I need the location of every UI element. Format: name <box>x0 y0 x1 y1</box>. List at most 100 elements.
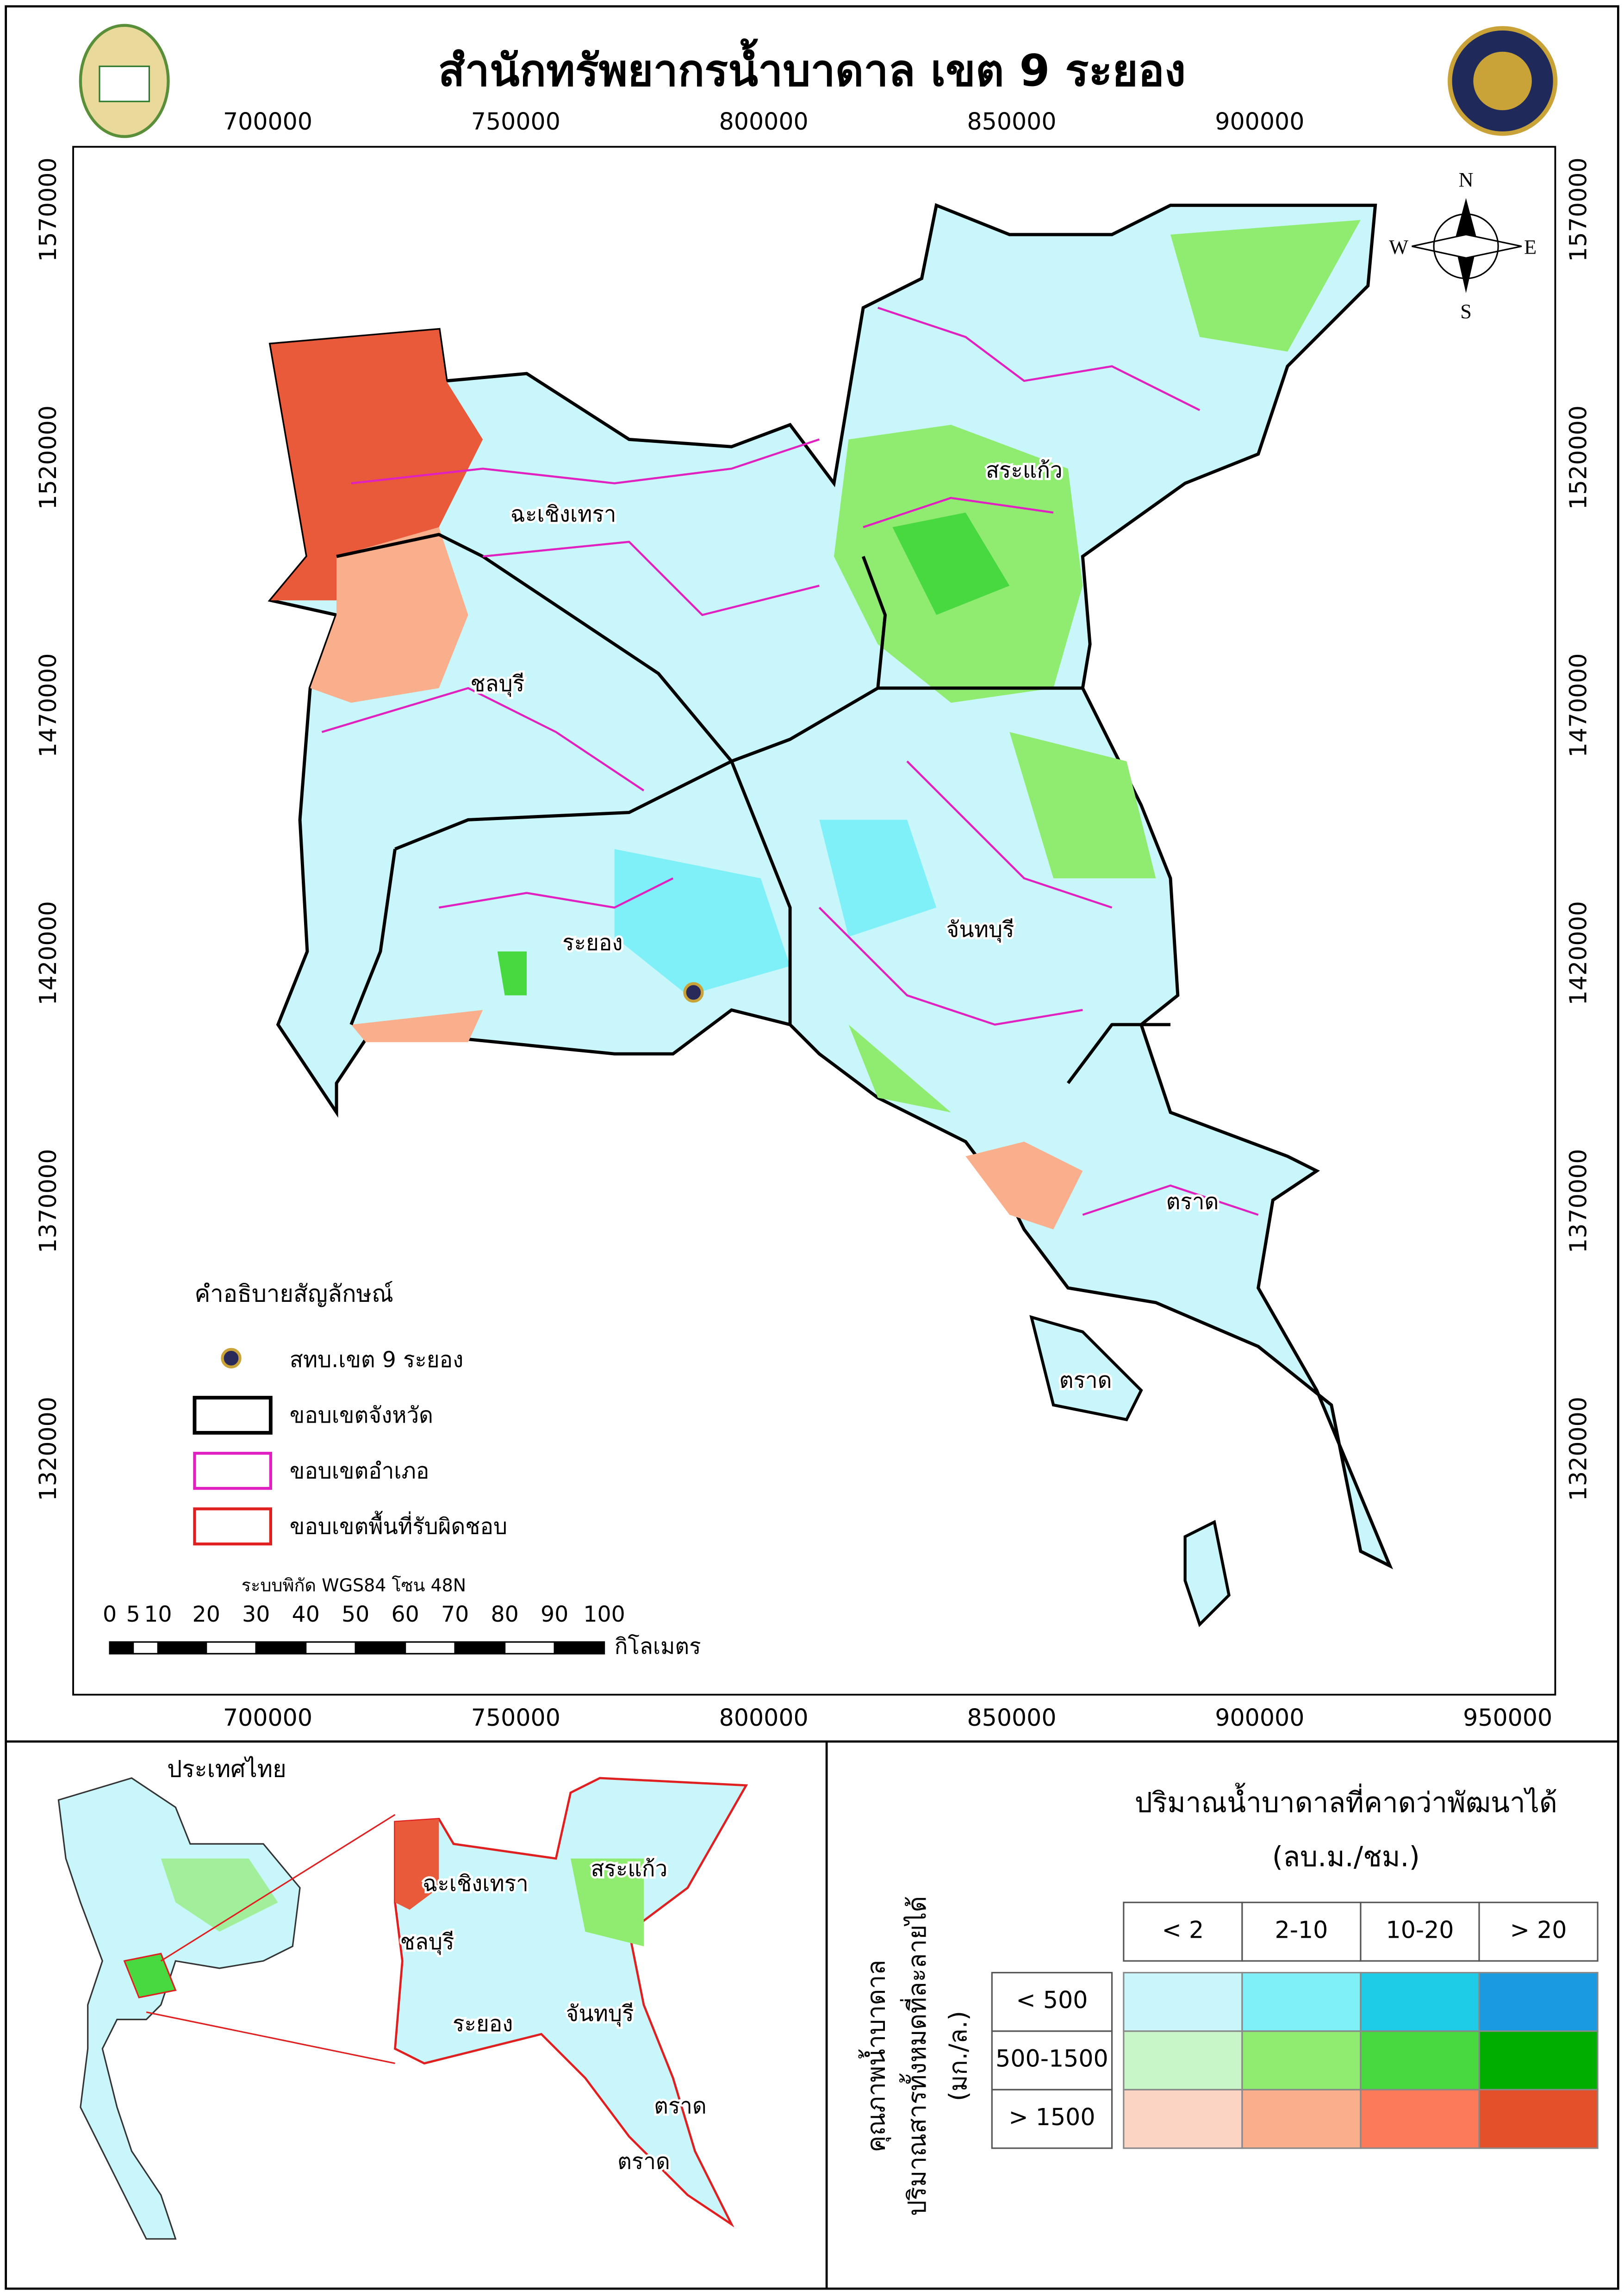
inset-highlight <box>123 1953 177 1999</box>
y-tick-label: 1370000 <box>34 1149 62 1253</box>
legend-symbol <box>221 1348 242 1368</box>
compass-n: N <box>1459 168 1474 191</box>
y-tick-label: 1320000 <box>1565 1397 1592 1501</box>
inset-region <box>394 1777 748 2228</box>
matrix-cell <box>1360 2089 1480 2149</box>
inset-label: สระแก้ว <box>591 1856 667 1882</box>
scale-segment <box>305 1641 356 1654</box>
column-label: 2-10 <box>1275 1916 1328 1943</box>
inset-connector <box>146 2011 395 2064</box>
matrix-cell <box>1123 2089 1243 2149</box>
legend-symbol <box>193 1507 272 1546</box>
province-label: สระแก้ว <box>986 458 1063 483</box>
compass-w: W <box>1389 236 1408 259</box>
amphoe-boundary <box>482 541 820 616</box>
province-label: ตราด <box>1059 1368 1112 1393</box>
green-area <box>834 220 1361 1113</box>
legend-symbol <box>193 1396 273 1435</box>
legend-item: ขอบเขตจังหวัด <box>290 1403 433 1428</box>
scale-label: 0 <box>103 1602 117 1627</box>
region-fill <box>268 203 1394 1569</box>
inset-label: ฉะเชิงเทรา <box>423 1871 529 1897</box>
x-tick-label: 850000 <box>967 1704 1056 1731</box>
province-label: ฉะเชิงเทรา <box>510 502 616 527</box>
legend: คำอธิบายสัญลักษณ์ สทบ.เขต 9 ระยอง ขอบเขต… <box>193 1280 507 1546</box>
amphoe-boundary <box>321 687 645 791</box>
high-tds-area <box>270 330 483 601</box>
x-tick-label: 950000 <box>1463 1704 1552 1731</box>
amphoe-boundary <box>906 760 1113 909</box>
x-tick-label: 750000 <box>471 1704 560 1731</box>
matrix-cell <box>1123 2030 1243 2090</box>
scale-unit: กิโลเมตร <box>615 1634 701 1660</box>
inset-label: จันทบุรี <box>566 2001 634 2027</box>
scale-label: 20 <box>193 1602 220 1627</box>
scale-bar: 0 5 10 20 30 40 50 60 70 80 90 100 <box>103 1602 625 1654</box>
inset-green <box>570 1858 644 1947</box>
amphoe-boundary <box>1082 1184 1259 1216</box>
scale-segment <box>355 1641 406 1654</box>
y-tick-label: 1420000 <box>34 901 62 1005</box>
inset-map <box>57 1777 748 2240</box>
legend-item: ขอบเขตพื้นที่รับผิดชอบ <box>290 1511 507 1539</box>
y-tick-label: 1570000 <box>1565 157 1592 261</box>
salty-area <box>310 527 1083 1230</box>
legend-item: สทบ.เขต 9 ระยอง <box>290 1347 463 1373</box>
island <box>1029 1315 1231 1627</box>
scale-label: 10 <box>144 1602 172 1627</box>
inset-label: ชลบุรี <box>400 1929 454 1955</box>
row-title: (มก./ล.) <box>943 2011 972 2101</box>
matrix-cell <box>1241 1972 1362 2032</box>
row-title: คุณภาพน้ำบาดาล <box>858 1960 891 2152</box>
matrix-row-title: คุณภาพน้ำบาดาล ปริมาณสารทั้งหมดที่ละลายไ… <box>858 1896 972 2216</box>
matrix-cell <box>1478 1972 1599 2032</box>
y-tick-label: 1570000 <box>34 157 62 261</box>
row-label: > 1500 <box>1008 2103 1095 2131</box>
scale-segment <box>255 1641 307 1654</box>
amphoe-boundary <box>863 497 1054 529</box>
y-tick-label: 1420000 <box>1565 901 1592 1005</box>
scale-label: 60 <box>392 1602 419 1627</box>
column-header-cell <box>1241 1902 1362 1962</box>
x-tick-label: 850000 <box>967 108 1056 135</box>
province-boundary <box>730 738 792 1025</box>
scale-segment <box>554 1641 605 1654</box>
column-header-cell <box>1478 1902 1599 1962</box>
title: สำนักทรัพยากรน้ำบาดาล เขต 9 ระยอง <box>438 38 1186 96</box>
matrix-title: ปริมาณน้ำบาดาลที่คาดว่าพัฒนาได้ <box>1135 1782 1557 1819</box>
matrix: < 2 2-10 10-20 > 20 < 500 500-1500 > 1500 <box>991 1902 1599 2149</box>
province-label: ระยอง <box>562 930 622 956</box>
scale-segment <box>404 1641 456 1654</box>
matrix-cell <box>1123 1972 1243 2032</box>
matrix-unit: (ลบ.ม./ชม.) <box>1272 1841 1420 1873</box>
inset-title: ประเทศไทย <box>167 1755 286 1783</box>
row-header-cell <box>991 2030 1113 2090</box>
scale-segment <box>454 1641 506 1654</box>
green-dark <box>497 512 1010 995</box>
y-tick-label: 1520000 <box>34 405 62 510</box>
province-boundary <box>1066 1023 1171 1084</box>
row-label: 500-1500 <box>996 2045 1108 2072</box>
x-tick-label: 900000 <box>1215 1704 1304 1731</box>
matrix-cell <box>1241 2030 1362 2090</box>
amphoe-boundary <box>351 438 820 485</box>
coordinate-ticks: 700000 700000 750000 750000 800000 800000 8500… <box>34 108 1592 1731</box>
inset-connector <box>160 1814 396 1962</box>
amphoe-boundary <box>439 877 674 909</box>
scale-segment <box>109 1641 134 1654</box>
column-label: > 20 <box>1510 1916 1567 1943</box>
scale-label: 50 <box>342 1602 369 1627</box>
compass-s: S <box>1460 300 1472 323</box>
column-label: < 2 <box>1162 1916 1204 1943</box>
column-label: 10-20 <box>1386 1916 1454 1943</box>
scale-label: 80 <box>491 1602 518 1627</box>
scale-segment <box>132 1641 159 1654</box>
x-tick-label: 900000 <box>1215 108 1304 135</box>
scale-label: 90 <box>541 1602 568 1627</box>
thailand-green <box>161 1858 278 1932</box>
province-label: จันทบุรี <box>946 917 1014 943</box>
row-header-cell <box>991 2089 1113 2149</box>
matrix-cell <box>1478 2030 1599 2090</box>
